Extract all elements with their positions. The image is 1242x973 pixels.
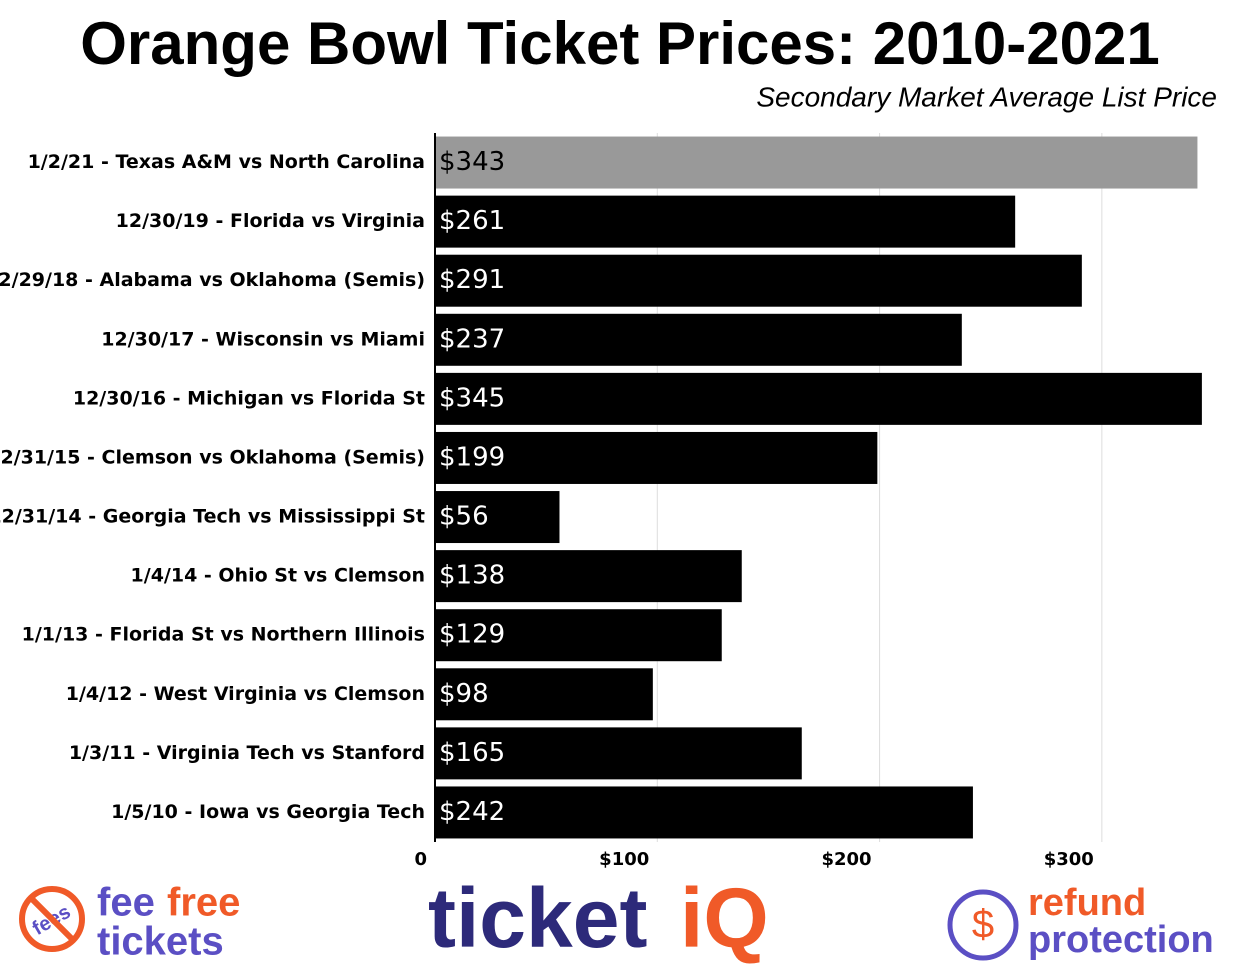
value-label: $165 xyxy=(439,738,505,768)
value-label: $129 xyxy=(439,620,505,650)
y-tick-label: 1/2/21 - Texas A&M vs North Carolina xyxy=(28,151,425,173)
y-tick-label: 12/30/16 - Michigan vs Florida St xyxy=(73,387,425,409)
y-tick-label: 12/31/14 - Georgia Tech vs Mississippi S… xyxy=(0,506,425,528)
value-label: $98 xyxy=(439,679,489,709)
bar xyxy=(435,136,1198,189)
y-tick-label: 1/4/12 - West Virginia vs Clemson xyxy=(66,683,425,705)
value-label: $242 xyxy=(439,797,505,827)
value-label: $138 xyxy=(439,561,505,591)
value-label: $199 xyxy=(439,442,505,472)
y-tick-label: 1/4/14 - Ohio St vs Clemson xyxy=(131,565,425,587)
value-label: $291 xyxy=(439,265,505,295)
value-label: $261 xyxy=(439,206,505,236)
logo-ticket: ticket xyxy=(428,871,647,965)
bar xyxy=(435,372,1202,425)
bar xyxy=(435,727,802,780)
value-label: $343 xyxy=(439,147,505,177)
y-tick-label: 12/29/18 - Alabama vs Oklahoma (Semis) xyxy=(0,269,425,291)
chart-subtitle: Secondary Market Average List Price xyxy=(756,81,1217,112)
y-tick-label: 1/3/11 - Virginia Tech vs Stanford xyxy=(69,742,425,764)
fees-icon-slash xyxy=(28,895,76,943)
logo-free: free xyxy=(167,881,240,925)
bar xyxy=(435,668,653,721)
chart-title: Orange Bowl Ticket Prices: 2010-2021 xyxy=(80,10,1159,77)
logo-tickets: tickets xyxy=(97,920,224,964)
logo-refund: refund xyxy=(1028,882,1146,924)
bar xyxy=(435,254,1082,307)
y-tick-label: 12/31/15 - Clemson vs Oklahoma (Semis) xyxy=(0,446,425,468)
refund-icon-text: $ xyxy=(972,903,994,947)
y-tick-label: 12/30/19 - Florida vs Virginia xyxy=(116,210,425,232)
logo-iq: iQ xyxy=(680,871,769,965)
value-label: $56 xyxy=(439,502,489,532)
bar xyxy=(435,313,962,366)
y-tick-label: 12/30/17 - Wisconsin vs Miami xyxy=(101,328,425,350)
bar xyxy=(435,195,1016,248)
refund-icon xyxy=(947,889,1019,961)
fees-icon xyxy=(19,886,85,952)
y-tick-label: 1/1/13 - Florida St vs Northern Illinois xyxy=(22,624,425,646)
x-tick-label: $100 xyxy=(599,849,649,870)
x-tick-label: 0 xyxy=(414,849,427,870)
logo-fee: fee xyxy=(97,881,155,925)
bar xyxy=(435,609,722,662)
value-label: $237 xyxy=(439,324,505,354)
x-tick-label: $300 xyxy=(1044,849,1094,870)
bar xyxy=(435,431,878,484)
logo-protection: protection xyxy=(1028,919,1214,961)
x-tick-label: $200 xyxy=(821,849,871,870)
bar xyxy=(435,491,560,544)
bar xyxy=(435,786,973,839)
y-tick-label: 1/5/10 - Iowa vs Georgia Tech xyxy=(111,801,425,823)
bar xyxy=(435,550,742,603)
value-label: $345 xyxy=(439,383,505,413)
footer-logos: fees fee free tickets ticket iQ $ refund… xyxy=(19,871,1214,965)
